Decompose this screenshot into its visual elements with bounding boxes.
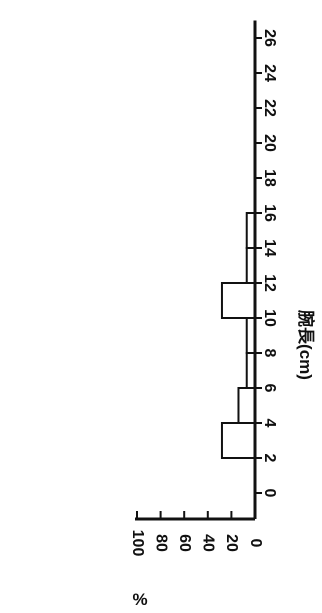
bars-group xyxy=(220,212,257,459)
x-tick-label: 26 xyxy=(261,29,278,47)
histogram-bar xyxy=(220,282,257,319)
x-tick-label: 22 xyxy=(261,99,278,117)
x-tick-label: 6 xyxy=(261,384,278,393)
x-tick-label: 0 xyxy=(261,489,278,498)
y-tick-label: 60 xyxy=(176,534,193,552)
y-tick-label: 80 xyxy=(152,534,169,552)
y-tick-label: 100 xyxy=(129,530,146,557)
x-tick-label: 2 xyxy=(261,454,278,463)
y-tick-label: 40 xyxy=(200,534,217,552)
histogram-bar xyxy=(220,422,257,459)
x-tick-label: 24 xyxy=(261,64,278,82)
x-tick-label: 8 xyxy=(261,349,278,358)
histogram-bar xyxy=(237,387,256,424)
x-tick-label: 10 xyxy=(261,309,278,327)
y-tick-label: 0 xyxy=(247,539,264,548)
y-tick-label: 20 xyxy=(223,534,240,552)
y-axis-title: % xyxy=(132,590,147,609)
x-tick-label: 20 xyxy=(261,134,278,152)
x-tick-label: 4 xyxy=(261,419,278,428)
x-tick-label: 14 xyxy=(261,239,278,257)
x-tick-label: 16 xyxy=(261,204,278,222)
axes-group xyxy=(135,20,257,521)
x-tick-label: 18 xyxy=(261,169,278,187)
x-axis-title: 腕長(cm) xyxy=(296,310,316,380)
x-tick-label: 12 xyxy=(261,274,278,292)
